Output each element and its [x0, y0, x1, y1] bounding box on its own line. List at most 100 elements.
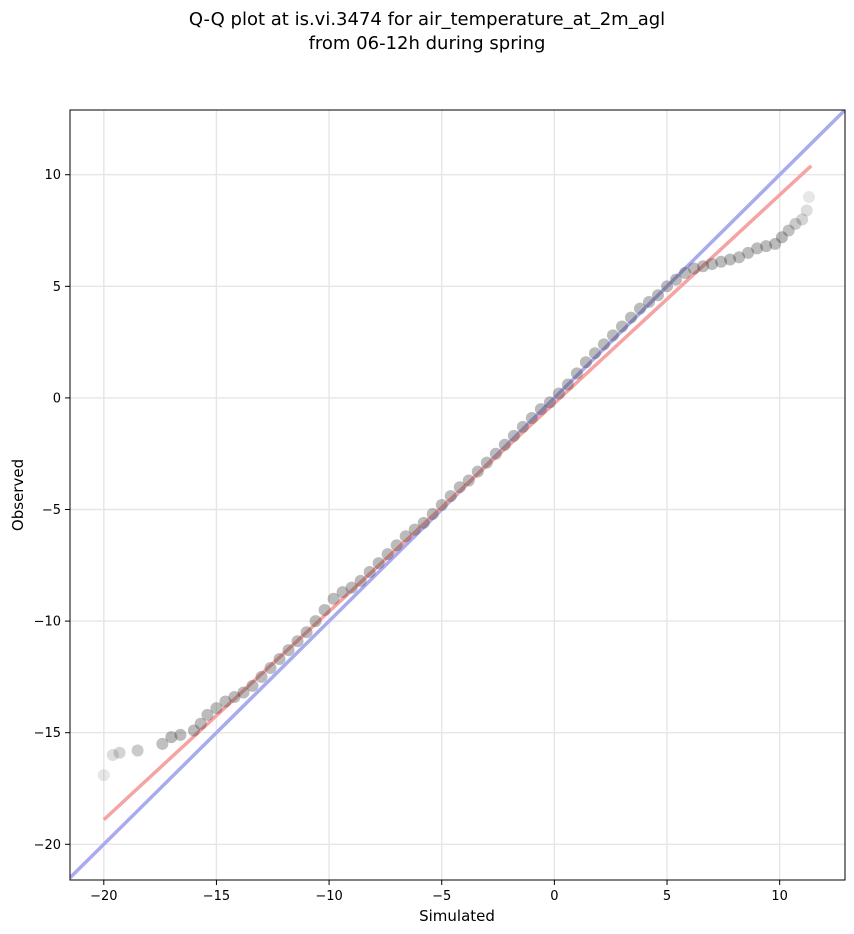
- data-point: [264, 661, 277, 674]
- data-point: [165, 731, 178, 744]
- data-point: [309, 615, 322, 628]
- data-point: [561, 378, 574, 391]
- x-tick-label: 10: [771, 889, 788, 904]
- data-point: [507, 429, 520, 442]
- data-point: [606, 329, 619, 342]
- fit-line: [102, 164, 813, 822]
- chart-title-line-2: from 06-12h during spring: [308, 33, 546, 54]
- x-tick-label: 5: [663, 889, 671, 904]
- data-point: [796, 213, 809, 226]
- data-point: [679, 266, 692, 279]
- x-tick-label: −5: [432, 889, 451, 904]
- data-point: [516, 420, 529, 433]
- data-point: [300, 626, 313, 639]
- data-point: [426, 507, 439, 520]
- data-point: [525, 412, 538, 424]
- data-point: [327, 592, 340, 605]
- data-point: [318, 603, 331, 616]
- data-point: [802, 191, 815, 204]
- y-axis-label: Observed: [9, 459, 27, 531]
- data-point: [194, 717, 207, 730]
- data-point: [670, 273, 683, 286]
- data-point: [156, 737, 169, 750]
- data-point: [615, 320, 628, 333]
- data-point: [131, 744, 144, 757]
- data-point: [742, 246, 755, 259]
- data-point: [462, 474, 475, 487]
- data-point: [642, 295, 655, 308]
- data-point: [715, 255, 728, 268]
- data-point: [187, 724, 200, 737]
- y-tick-label: −15: [34, 726, 61, 741]
- y-tick-label: −20: [34, 838, 61, 853]
- data-point: [174, 728, 187, 741]
- data-point: [345, 581, 358, 594]
- data-point: [471, 465, 484, 478]
- data-point: [237, 686, 250, 699]
- data-point: [769, 237, 782, 250]
- data-point: [201, 708, 214, 721]
- y-tick-label: 0: [53, 391, 61, 406]
- data-point: [480, 456, 493, 469]
- data-point: [444, 490, 457, 503]
- data-point: [210, 702, 223, 715]
- data-point: [282, 644, 295, 657]
- data-point: [363, 566, 376, 578]
- points: [97, 191, 815, 782]
- data-point: [789, 217, 802, 230]
- data-point: [219, 695, 232, 708]
- x-tick-label: −20: [90, 889, 117, 904]
- data-point: [255, 670, 268, 683]
- lines: [70, 110, 845, 880]
- data-point: [408, 523, 421, 536]
- data-point: [597, 338, 610, 351]
- data-point: [534, 403, 547, 416]
- data-point: [775, 231, 788, 244]
- x-tick-label: 0: [550, 889, 558, 904]
- data-point: [453, 481, 466, 494]
- data-point: [354, 574, 367, 587]
- x-axis-ticks: −20 −15 −10 −5 0 5 10: [90, 880, 788, 904]
- data-point: [570, 367, 583, 380]
- y-tick-label: −10: [34, 615, 61, 630]
- data-point: [633, 302, 646, 315]
- data-point: [579, 356, 592, 369]
- y-tick-label: −5: [42, 503, 61, 518]
- data-point: [228, 690, 241, 703]
- data-point: [489, 447, 502, 460]
- data-point: [552, 387, 565, 400]
- data-point: [543, 396, 556, 409]
- x-tick-label: −10: [315, 889, 342, 904]
- chart-title-line-1: Q-Q plot at is.vi.3474 for air_temperatu…: [188, 9, 666, 30]
- data-point: [706, 258, 719, 270]
- data-point: [97, 769, 110, 782]
- x-tick-label: −15: [203, 889, 230, 904]
- data-point: [724, 253, 737, 266]
- data-point: [498, 438, 511, 451]
- data-point: [760, 240, 773, 253]
- data-point: [733, 251, 746, 264]
- data-point: [106, 749, 119, 762]
- data-point: [390, 539, 403, 552]
- data-point: [435, 499, 448, 512]
- plot-frame: [69, 109, 846, 881]
- data-point: [751, 242, 764, 255]
- data-point: [273, 653, 286, 666]
- data-point: [417, 516, 430, 529]
- y-tick-label: 5: [53, 280, 61, 295]
- data-point: [588, 347, 601, 360]
- data-point: [688, 262, 701, 275]
- data-point: [381, 548, 394, 561]
- data-point: [336, 586, 349, 599]
- data-point: [372, 557, 385, 570]
- data-point: [624, 311, 637, 324]
- data-point: [246, 679, 259, 692]
- data-point: [661, 280, 674, 293]
- y-axis-ticks: −20 −15 −10 −5 0 5 10: [34, 168, 70, 853]
- data-point: [291, 635, 304, 648]
- x-axis-label: Simulated: [419, 907, 495, 925]
- data-point: [113, 746, 126, 759]
- data-point: [399, 530, 412, 543]
- data-point: [782, 224, 795, 237]
